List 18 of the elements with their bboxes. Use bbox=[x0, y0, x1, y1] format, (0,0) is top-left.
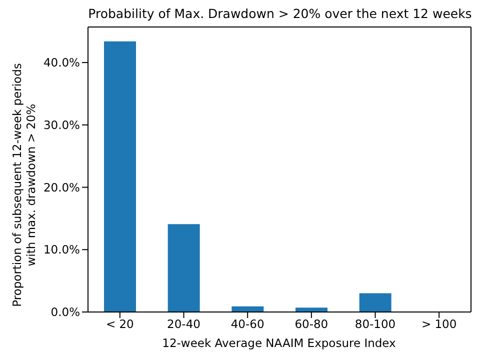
y-tick-label: 40.0% bbox=[43, 56, 80, 70]
x-axis-title: 12-week Average NAAIM Exposure Index bbox=[161, 336, 397, 350]
chart-title: Probability of Max. Drawdown > 20% over the next 12 weeks bbox=[87, 6, 473, 21]
y-tick-label: 20.0% bbox=[43, 180, 80, 194]
x-tick-label: < 20 bbox=[106, 317, 134, 332]
bar bbox=[296, 308, 328, 312]
x-tick-label: 40-60 bbox=[230, 317, 264, 332]
x-tick-label: 60-80 bbox=[294, 317, 328, 332]
x-tick-label: 80-100 bbox=[354, 317, 396, 332]
y-axis-title: Proportion of subsequent 12-week periods with max. drawdown > 20% bbox=[10, 63, 38, 307]
y-tick-label: 0.0% bbox=[50, 305, 80, 320]
y-tick-label: 10.0% bbox=[43, 242, 80, 257]
bar bbox=[168, 224, 200, 312]
x-tick-label: > 100 bbox=[421, 317, 457, 332]
y-tick-label: 30.0% bbox=[43, 118, 80, 132]
bar bbox=[104, 41, 136, 312]
bar bbox=[359, 293, 392, 312]
x-tick-label: 20-40 bbox=[167, 317, 200, 332]
